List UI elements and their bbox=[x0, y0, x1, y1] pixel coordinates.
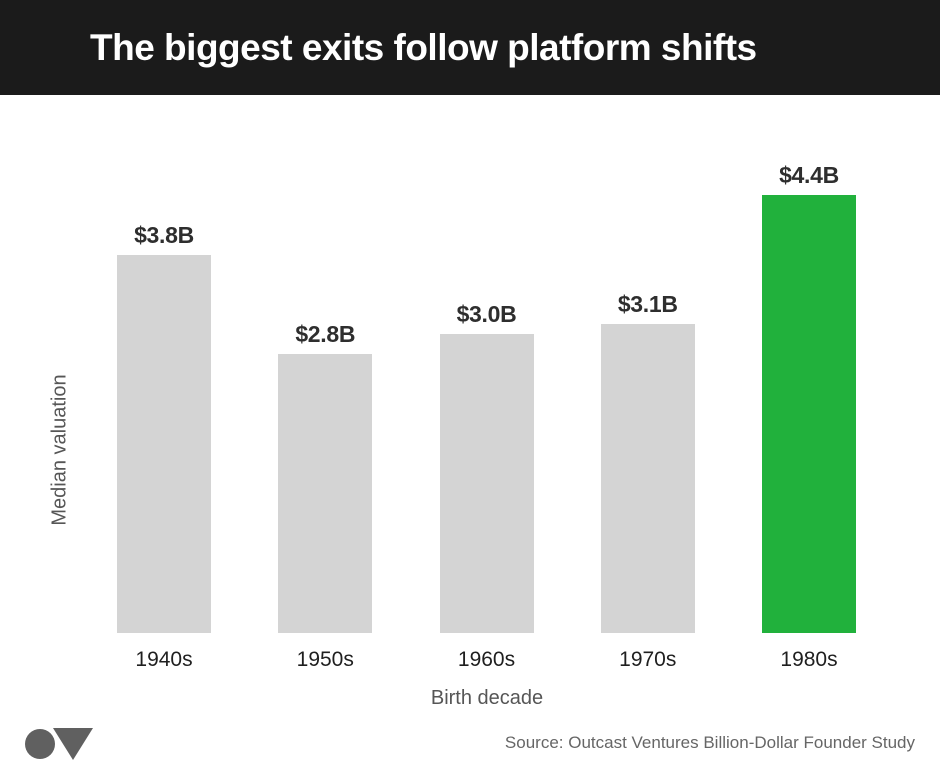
plot-area: $3.8B 1940s $2.8B 1950s $3.0B 1960s $3.1B 1970s… bbox=[0, 95, 940, 776]
source-text: Source: Outcast Ventures Billion-Dollar … bbox=[504, 733, 915, 752]
x-tick-label: 1940s bbox=[135, 648, 193, 671]
x-tick-label: 1970s bbox=[619, 648, 677, 671]
x-tick-label: 1960s bbox=[457, 648, 516, 671]
logo bbox=[25, 728, 95, 760]
bar-1980s bbox=[762, 195, 856, 633]
bar-1950s bbox=[278, 354, 373, 633]
logo-circle-icon bbox=[25, 729, 55, 759]
bar-1960s bbox=[439, 334, 534, 633]
bar-chart: Median valuation $3.8B 1940s $2.8B 1950s $3.… bbox=[0, 95, 940, 776]
bar-1940s bbox=[117, 255, 211, 633]
bar-value-label: $3.1B bbox=[617, 291, 678, 317]
x-axis-label: Birth decade bbox=[430, 687, 544, 709]
logo-triangle-icon bbox=[53, 728, 93, 760]
bar-value-label: $3.8B bbox=[134, 222, 194, 248]
header: The biggest exits follow platform shifts bbox=[0, 0, 940, 95]
bar-value-label: $2.8B bbox=[295, 321, 356, 347]
x-tick-label: 1980s bbox=[780, 648, 838, 671]
bar-value-label: $3.0B bbox=[456, 301, 517, 327]
chart-title: The biggest exits follow platform shifts bbox=[90, 26, 757, 68]
bar-value-label: $4.4B bbox=[779, 162, 839, 188]
x-tick-label: 1950s bbox=[296, 648, 354, 671]
bar-1970s bbox=[600, 324, 695, 633]
